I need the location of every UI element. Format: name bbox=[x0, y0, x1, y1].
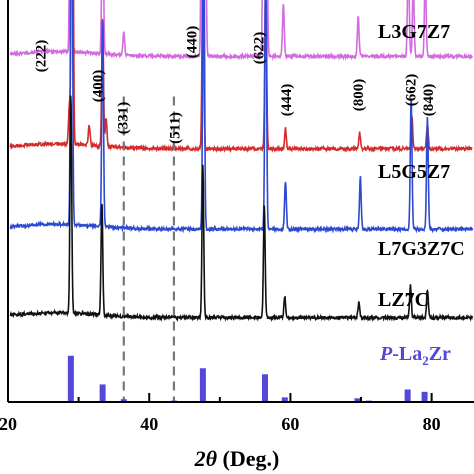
trace-l7g3z7c bbox=[9, 0, 474, 234]
x-axis-title-rest: (Deg.) bbox=[217, 446, 279, 471]
x-tick-label: 80 bbox=[423, 414, 441, 434]
x-axis-title-italic: 2θ bbox=[194, 446, 218, 471]
series-label-l7g3z7c: L7G3Z7C bbox=[378, 238, 465, 260]
reference-bar bbox=[421, 391, 428, 402]
trace-lz7c bbox=[9, 95, 474, 323]
axes bbox=[7, 0, 474, 403]
reference-label-italic: P bbox=[379, 343, 393, 365]
series-label-lz7c: LZ7C bbox=[378, 289, 429, 311]
reference-bar bbox=[404, 389, 411, 402]
reference-bar bbox=[354, 398, 361, 402]
reference-bar bbox=[99, 384, 106, 402]
peak-label: (840) bbox=[421, 84, 437, 117]
reference-bar bbox=[281, 397, 288, 402]
peak-label: (662) bbox=[403, 74, 419, 107]
reference-pattern-bars bbox=[67, 355, 428, 402]
peak-label: (444) bbox=[279, 84, 295, 117]
reference-label-rest: -La bbox=[392, 343, 422, 365]
reference-bar bbox=[262, 374, 269, 402]
peak-labels: (222) (400) (331) (511) (440) (622) (444) (800)… bbox=[33, 26, 437, 144]
peak-label: (331) bbox=[115, 102, 131, 135]
peak-label: (622) bbox=[252, 32, 268, 65]
x-tick-label: 20 bbox=[0, 414, 17, 434]
peak-label: (440) bbox=[185, 26, 201, 59]
x-axis-title: 2θ (Deg.) bbox=[194, 446, 280, 471]
series-labels: L3G7Z7 L5G5Z7 L7G3Z7C LZ7C bbox=[378, 21, 465, 311]
reference-label-tail: Zr bbox=[429, 343, 451, 365]
reference-bar bbox=[199, 368, 206, 402]
trace-l5g5z7 bbox=[9, 0, 473, 154]
peak-label: (222) bbox=[33, 40, 49, 72]
reference-label-sub: 2 bbox=[422, 353, 429, 368]
diffraction-traces bbox=[9, 0, 474, 323]
reference-label: P-La2Zr bbox=[379, 343, 451, 368]
x-tick-label: 60 bbox=[281, 414, 299, 434]
reference-bar bbox=[67, 355, 74, 402]
dashed-guide-lines bbox=[122, 96, 176, 402]
peak-label: (800) bbox=[351, 79, 367, 112]
x-tick-labels: 20 40 60 80 bbox=[0, 414, 441, 434]
series-label-l5g5z7: L5G5Z7 bbox=[378, 161, 450, 183]
peak-label: (511) bbox=[168, 112, 184, 144]
peak-label: (400) bbox=[91, 70, 107, 103]
x-tick-label: 40 bbox=[140, 414, 158, 434]
series-label-l3g7z7: L3G7Z7 bbox=[378, 21, 450, 43]
reference-bar bbox=[120, 399, 127, 402]
trace-l3g7z7 bbox=[9, 0, 474, 61]
